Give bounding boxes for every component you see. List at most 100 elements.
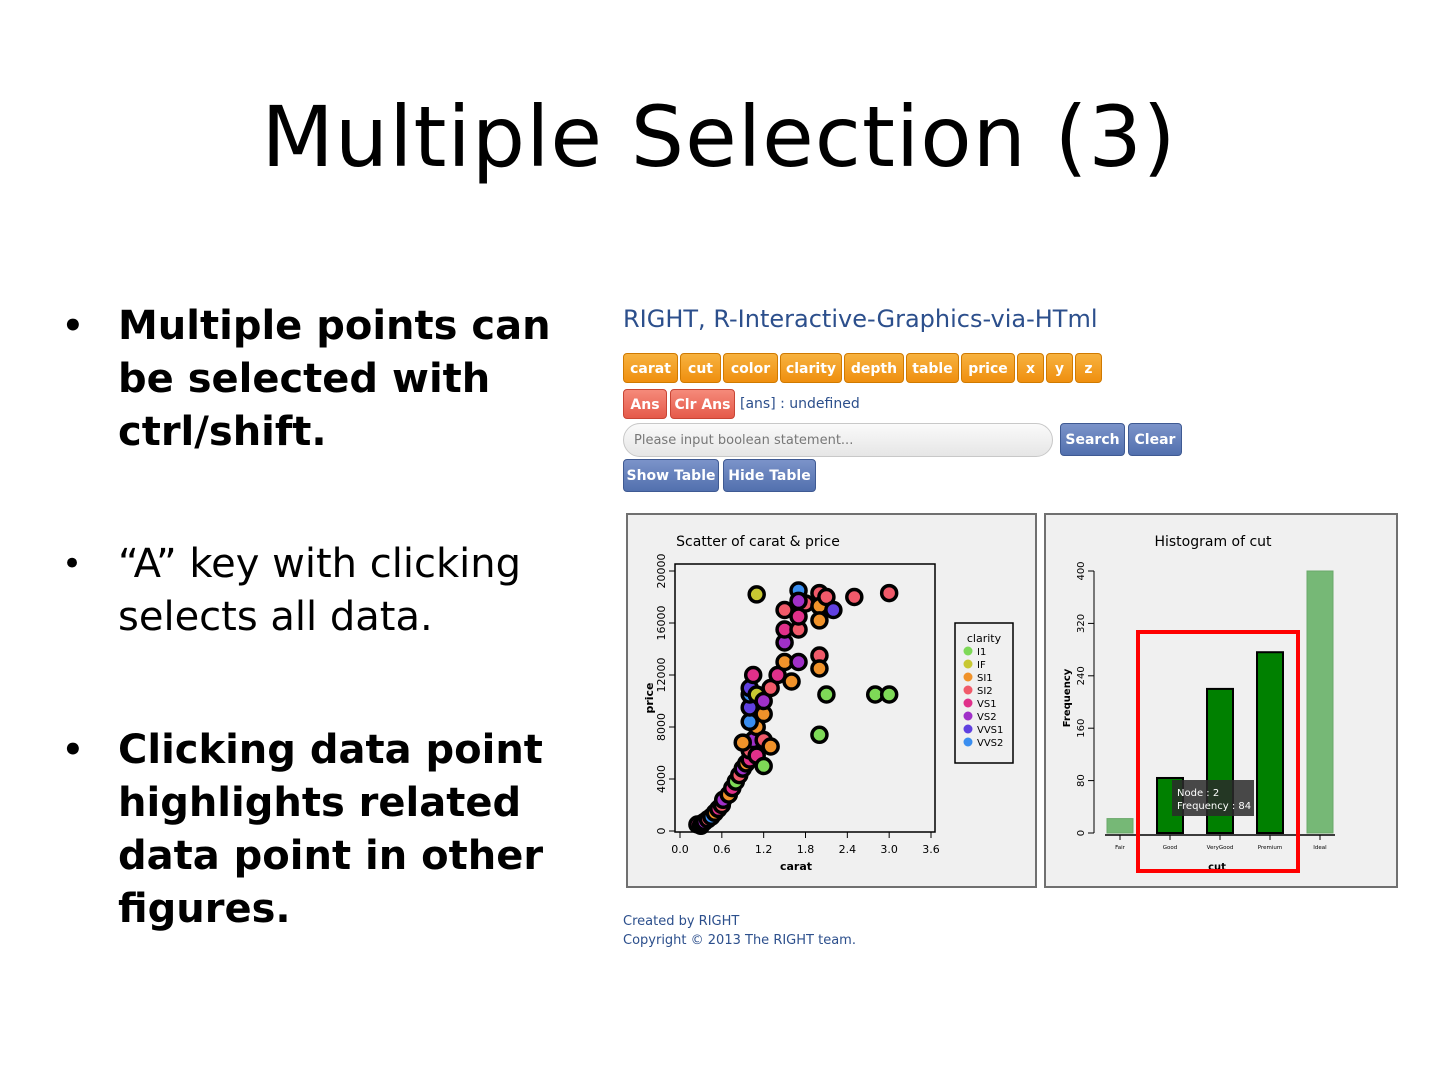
x-tick-label: Good	[1163, 845, 1177, 851]
histogram-bar[interactable]	[1306, 570, 1334, 834]
x-tick-label: 1.8	[797, 843, 815, 856]
search-button[interactable]: Search	[1060, 423, 1125, 456]
clear-button[interactable]: Clear	[1128, 423, 1182, 456]
tooltip-line1: Node : 2	[1177, 788, 1219, 799]
legend-label: VS1	[977, 699, 997, 710]
scatter-point[interactable]	[733, 733, 752, 752]
legend-label: I1	[977, 647, 986, 658]
histogram-bar[interactable]	[1256, 651, 1284, 834]
scatter-point[interactable]	[789, 591, 808, 611]
y-tick-label: 320	[1076, 614, 1087, 633]
var-button-price[interactable]: price	[961, 353, 1015, 383]
legend-swatch	[963, 724, 973, 734]
scatter-point[interactable]	[879, 685, 899, 704]
x-tick-label: VeryGood	[1207, 845, 1234, 851]
slide-title: Multiple Selection (3)	[261, 88, 1177, 186]
legend-label: SI1	[977, 673, 993, 684]
x-tick-label: 3.6	[922, 843, 940, 856]
y-tick-label: 4000	[655, 765, 668, 793]
legend-swatch	[963, 646, 973, 656]
legend-swatch	[963, 685, 973, 695]
legend-swatch	[963, 737, 973, 747]
scatter-point[interactable]	[810, 611, 829, 630]
clr-ans-button[interactable]: Clr Ans	[670, 389, 735, 419]
legend-swatch	[963, 659, 973, 669]
legend-swatch	[963, 672, 973, 682]
y-tick-label: 240	[1076, 666, 1087, 685]
histogram-panel[interactable]: Histogram of cut Frequency cut 0 80 160 240…	[1044, 513, 1398, 888]
highlight-box	[1136, 630, 1300, 873]
x-tick-label: Fair	[1115, 845, 1126, 851]
x-tick-label: Ideal	[1313, 845, 1327, 851]
show-table-button[interactable]: Show Table	[623, 459, 719, 492]
y-tick-label: 16000	[655, 606, 668, 641]
scatter-point[interactable]	[754, 756, 773, 776]
scatter-title: Scatter of carat & price	[676, 534, 840, 550]
x-tick-label: 0.6	[713, 843, 731, 856]
legend-title: clarity	[967, 632, 1002, 645]
bullet-item: “A” key with clicking selects all data.	[62, 538, 562, 644]
scatter-point[interactable]	[789, 652, 808, 672]
var-button-z[interactable]: z	[1075, 353, 1102, 383]
footer-copyright: Copyright © 2013 The RIGHT team.	[623, 933, 856, 948]
hist-ylabel: Frequency	[1062, 668, 1073, 727]
histogram-bar[interactable]	[1106, 818, 1134, 834]
x-tick-label: Premium	[1258, 845, 1282, 851]
scatter-point[interactable]	[810, 725, 829, 745]
legend-label: IF	[977, 660, 986, 671]
hist-title: Histogram of cut	[1154, 534, 1272, 550]
var-button-cut[interactable]: cut	[680, 353, 721, 383]
var-button-carat[interactable]: carat	[623, 353, 678, 383]
var-button-color[interactable]: color	[723, 353, 778, 383]
y-tick-label: 8000	[655, 713, 668, 741]
search-input[interactable]	[623, 423, 1053, 457]
scatter-point[interactable]	[817, 685, 836, 704]
tooltip-line2: Frequency : 84	[1177, 801, 1251, 812]
var-button-clarity[interactable]: clarity	[780, 353, 842, 383]
y-tick-label: 0	[1076, 830, 1087, 836]
y-tick-label: 80	[1076, 774, 1087, 787]
x-tick-label: 0.0	[671, 843, 689, 856]
var-button-table[interactable]: table	[906, 353, 959, 383]
bullet-list: Multiple points can be selected with ctr…	[62, 300, 562, 936]
scatter-panel[interactable]: Scatter of carat & price carat price 0.0…	[626, 513, 1037, 888]
scatter-point[interactable]	[824, 600, 843, 620]
ans-status: [ans] : undefined	[740, 396, 860, 412]
x-tick-label: 2.4	[839, 843, 857, 856]
histogram-plot[interactable]: Histogram of cut Frequency cut 0 80 160 240…	[1046, 515, 1400, 890]
x-tick-label: 1.2	[755, 843, 773, 856]
scatter-point[interactable]	[845, 587, 864, 607]
footer-created-by: Created by RIGHT	[623, 914, 740, 929]
scatter-xlabel: carat	[780, 860, 812, 873]
scatter-point[interactable]	[743, 665, 763, 685]
y-tick-label: 0	[655, 828, 668, 835]
legend-label: VS2	[977, 712, 997, 723]
y-tick-label: 400	[1076, 561, 1087, 580]
legend-label: VVS1	[977, 725, 1003, 736]
ans-button[interactable]: Ans	[623, 389, 667, 419]
legend-label: VVS2	[977, 738, 1003, 749]
hide-table-button[interactable]: Hide Table	[723, 459, 816, 492]
y-tick-label: 20000	[655, 554, 668, 589]
legend-swatch	[963, 698, 973, 708]
hist-xlabel: cut	[1208, 862, 1226, 873]
bullet-item: Clicking data point highlights related d…	[62, 724, 562, 936]
scatter-point[interactable]	[879, 583, 899, 603]
tooltip-box	[1172, 780, 1254, 816]
scatter-ylabel: price	[643, 682, 656, 713]
app-title: RIGHT, R-Interactive-Graphics-via-HTml	[623, 305, 1098, 333]
var-button-y[interactable]: y	[1046, 353, 1073, 383]
scatter-point[interactable]	[810, 659, 829, 678]
scatter-point[interactable]	[747, 585, 766, 604]
scatter-plot[interactable]: Scatter of carat & price carat price 0.0…	[628, 515, 1039, 890]
var-button-depth[interactable]: depth	[844, 353, 904, 383]
y-tick-label: 12000	[655, 658, 668, 693]
var-button-x[interactable]: x	[1017, 353, 1044, 383]
scatter-point[interactable]	[761, 737, 780, 756]
x-tick-label: 3.0	[880, 843, 898, 856]
y-tick-label: 160	[1076, 719, 1087, 738]
bullet-item: Multiple points can be selected with ctr…	[62, 300, 562, 459]
legend-label: SI2	[977, 686, 993, 697]
scatter-point[interactable]	[782, 672, 801, 691]
legend-swatch	[963, 711, 973, 721]
